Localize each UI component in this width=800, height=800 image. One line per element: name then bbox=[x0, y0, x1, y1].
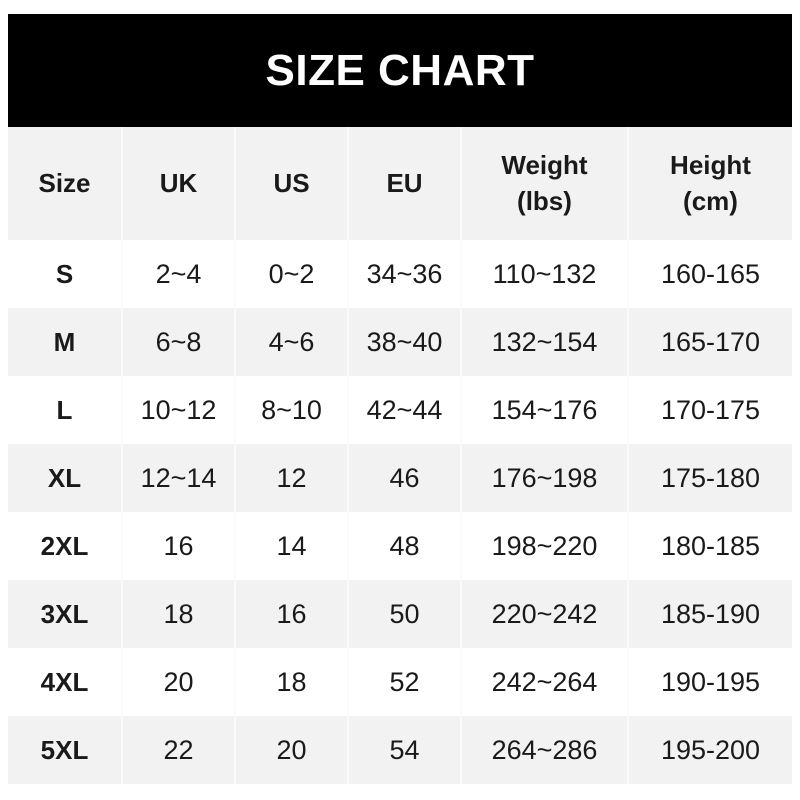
cell-weight: 154~176 bbox=[460, 376, 628, 444]
cell-us: 12 bbox=[234, 444, 348, 512]
size-chart-table: Size UK US EU Weight (lbs) Height (cm) S 2~4 0~2 3… bbox=[8, 127, 792, 784]
cell-us: 0~2 bbox=[234, 240, 348, 308]
cell-us: 14 bbox=[234, 512, 348, 580]
cell-height: 190-195 bbox=[627, 648, 792, 716]
cell-uk: 20 bbox=[121, 648, 235, 716]
table-row: 4XL 20 18 52 242~264 190-195 bbox=[8, 648, 792, 716]
cell-size: L bbox=[56, 394, 73, 425]
cell-size: 2XL bbox=[40, 530, 89, 561]
table-row: 5XL 22 20 54 264~286 195-200 bbox=[8, 716, 792, 784]
cell-weight: 220~242 bbox=[460, 580, 628, 648]
column-header-eu: EU bbox=[347, 127, 461, 240]
column-header-uk: UK bbox=[121, 127, 235, 240]
cell-eu: 42~44 bbox=[347, 376, 461, 444]
cell-eu: 34~36 bbox=[347, 240, 461, 308]
cell-weight: 176~198 bbox=[460, 444, 628, 512]
cell-us: 18 bbox=[234, 648, 348, 716]
cell-us: 16 bbox=[234, 580, 348, 648]
cell-eu: 46 bbox=[347, 444, 461, 512]
cell-uk: 6~8 bbox=[121, 308, 235, 376]
cell-size: 5XL bbox=[8, 716, 122, 784]
cell-size: XL bbox=[8, 444, 122, 512]
header-line: Height bbox=[670, 150, 751, 181]
cell-weight: 132~154 bbox=[460, 308, 628, 376]
cell-eu: 54 bbox=[347, 716, 461, 784]
header-line: Size bbox=[38, 167, 91, 198]
cell-height: 170-175 bbox=[627, 376, 792, 444]
size-chart-title: SIZE CHART bbox=[8, 14, 792, 127]
cell-height: 185-190 bbox=[627, 580, 792, 648]
header-line: EU bbox=[386, 167, 423, 198]
column-header-height: Height (cm) bbox=[627, 127, 792, 240]
column-header-size: Size bbox=[8, 127, 122, 240]
table-row: XL 12~14 12 46 176~198 175-180 bbox=[8, 444, 792, 512]
cell-uk: 12~14 bbox=[121, 444, 235, 512]
cell-size: 3XL bbox=[8, 580, 122, 648]
column-header-weight: Weight (lbs) bbox=[460, 127, 628, 240]
cell-uk: 16 bbox=[121, 512, 235, 580]
cell-uk: 2~4 bbox=[121, 240, 235, 308]
cell-eu: 38~40 bbox=[347, 308, 461, 376]
cell-us: 8~10 bbox=[234, 376, 348, 444]
cell-uk: 18 bbox=[121, 580, 235, 648]
table-row: M 6~8 4~6 38~40 132~154 165-170 bbox=[8, 308, 792, 376]
header-row: Size UK US EU Weight (lbs) Height (cm) bbox=[8, 127, 792, 240]
cell-height: 165-170 bbox=[627, 308, 792, 376]
cell-eu: 52 bbox=[347, 648, 461, 716]
cell-uk: 10~12 bbox=[121, 376, 235, 444]
cell-height: 175-180 bbox=[627, 444, 792, 512]
cell-size: M bbox=[8, 308, 122, 376]
table-row: 3XL 18 16 50 220~242 185-190 bbox=[8, 580, 792, 648]
cell-us: 20 bbox=[234, 716, 348, 784]
table-row: 2XL 16 14 48 198~220 180-185 bbox=[8, 512, 792, 580]
table-row: L 10~12 8~10 42~44 154~176 170-175 bbox=[8, 376, 792, 444]
header-unit: (cm) bbox=[683, 185, 738, 216]
cell-weight: 242~264 bbox=[460, 648, 628, 716]
cell-height: 160-165 bbox=[627, 240, 792, 308]
column-header-us: US bbox=[234, 127, 348, 240]
cell-weight: 198~220 bbox=[460, 512, 628, 580]
cell-eu: 48 bbox=[347, 512, 461, 580]
header-line: US bbox=[273, 167, 310, 198]
cell-height: 180-185 bbox=[627, 512, 792, 580]
table-row: S 2~4 0~2 34~36 110~132 160-165 bbox=[8, 240, 792, 308]
cell-weight: 110~132 bbox=[460, 240, 628, 308]
header-line: UK bbox=[159, 167, 198, 198]
cell-size: S bbox=[55, 258, 74, 289]
cell-uk: 22 bbox=[121, 716, 235, 784]
cell-eu: 50 bbox=[347, 580, 461, 648]
cell-weight: 264~286 bbox=[460, 716, 628, 784]
header-unit: (lbs) bbox=[517, 185, 572, 216]
cell-height: 195-200 bbox=[627, 716, 792, 784]
cell-size: 4XL bbox=[40, 666, 89, 697]
header-line: Weight bbox=[501, 150, 588, 181]
cell-us: 4~6 bbox=[234, 308, 348, 376]
